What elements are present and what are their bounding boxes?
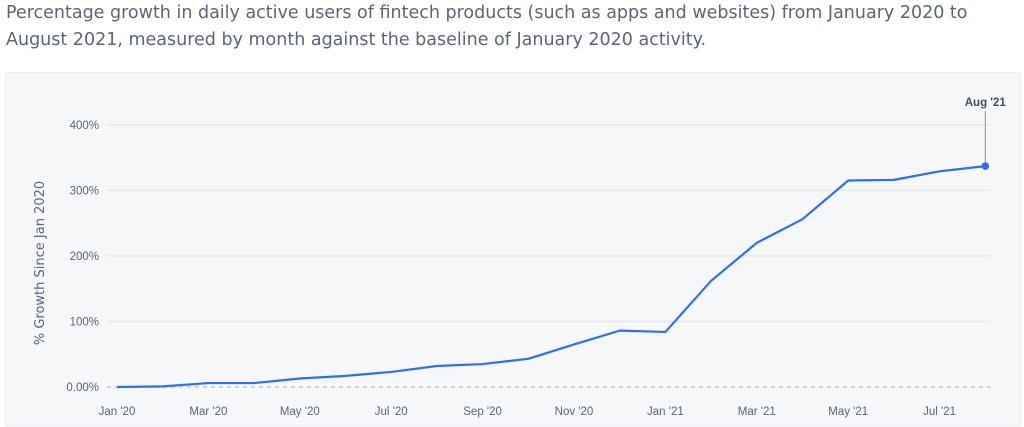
line-chart: % Growth Since Jan 2020 0.00% 100% 200% 300… [33,97,1007,418]
x-tick-label: Jan '20 [99,406,136,418]
x-tick-label: Jul '21 [923,406,956,418]
x-tick-label: May '20 [280,406,320,418]
y-axis-label: % Growth Since Jan 2020 [33,181,48,345]
y-tick-label: 400% [70,120,99,132]
chart-panel: % Growth Since Jan 2020 0.00% 100% 200% 300… [5,72,1021,427]
x-tick-label: Sep '20 [463,406,502,418]
annotation-label: Aug '21 [965,97,1007,109]
series-line [116,165,986,389]
x-tick-label: Jan '21 [647,406,684,418]
data-point [981,162,990,170]
y-tick-label: 200% [70,251,99,263]
x-tick-label: Mar '21 [738,406,776,418]
y-tick-label: 0.00% [66,382,99,394]
y-tick-label: 100% [70,316,99,328]
chart-caption: Percentage growth in daily active users … [6,3,968,50]
y-tick-label: 300% [70,185,99,197]
x-tick-label: Nov '20 [555,406,594,418]
x-tick-label: May '21 [828,406,868,418]
x-tick-label: Mar '20 [189,406,227,418]
x-tick-label: Jul '20 [375,406,408,418]
